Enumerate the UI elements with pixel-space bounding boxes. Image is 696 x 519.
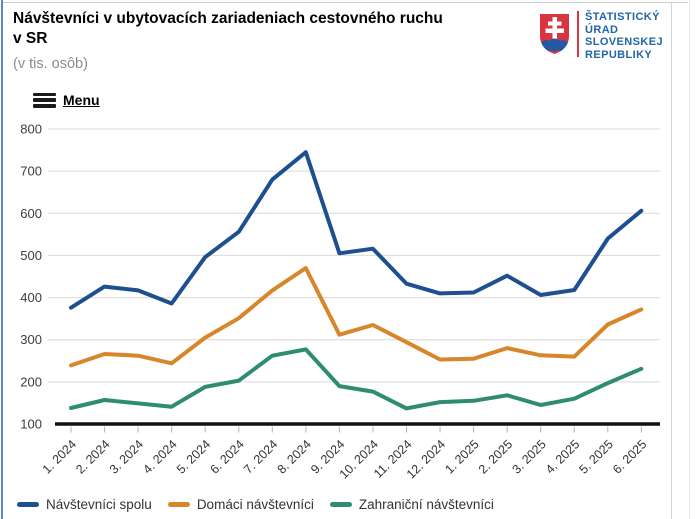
series-line-zahranicni-navstevnici[interactable] bbox=[69, 347, 644, 411]
x-axis-label: 2. 2025 bbox=[476, 437, 515, 476]
statistical-office-logo: ŠTATISTICKÝ ÚRAD SLOVENSKEJ REPUBLIKY bbox=[539, 10, 663, 61]
x-axis-label: 4. 2025 bbox=[543, 437, 582, 476]
legend-dash-icon bbox=[17, 502, 39, 507]
y-axis-label: 700 bbox=[20, 164, 42, 179]
logo-line-4: REPUBLIKY bbox=[585, 48, 653, 61]
menu-label: Menu bbox=[63, 92, 100, 108]
x-axis-label: 4. 2024 bbox=[140, 437, 179, 476]
page-title: Návštevníci v ubytovacích zariadeniach c… bbox=[13, 9, 533, 49]
y-axis-label: 800 bbox=[20, 122, 42, 137]
x-axis-label: 1. 2025 bbox=[442, 437, 481, 476]
menu-button[interactable]: Menu bbox=[33, 92, 100, 108]
logo-org-name: ŠTATISTICKÝ ÚRAD SLOVENSKEJ REPUBLIKY bbox=[585, 10, 663, 61]
x-axis-label: 3. 2025 bbox=[509, 437, 548, 476]
y-axis-label: 600 bbox=[20, 206, 42, 221]
logo-line-3: SLOVENSKEJ bbox=[585, 36, 663, 48]
chart-legend: Návštevníci spolu Domáci návštevníci Zahra… bbox=[17, 497, 494, 512]
logo-line-1: ŠTATISTICKÝ bbox=[585, 11, 660, 23]
series-line-navstevnici-spolu[interactable] bbox=[69, 150, 644, 310]
page-right-border bbox=[689, 0, 690, 519]
y-axis-label: 400 bbox=[20, 290, 42, 305]
hamburger-icon bbox=[33, 92, 56, 108]
x-axis-label: 6. 2025 bbox=[610, 437, 649, 476]
legend-label: Zahraniční návštevníci bbox=[358, 497, 494, 512]
x-axis-label: 5. 2024 bbox=[174, 437, 213, 476]
title-line-2: v SR bbox=[13, 30, 48, 47]
x-axis-label: 6. 2024 bbox=[207, 437, 246, 476]
y-axis-label: 300 bbox=[20, 332, 42, 347]
series-line-domaci-navstevnici[interactable] bbox=[69, 266, 644, 368]
x-axis-label: 5. 2025 bbox=[577, 437, 616, 476]
legend-dash-icon bbox=[329, 502, 352, 507]
y-axis-label: 200 bbox=[20, 374, 42, 389]
legend-item-domaci-navstevnici[interactable]: Domáci návštevníci bbox=[167, 497, 314, 512]
legend-label: Domáci návštevníci bbox=[196, 497, 314, 512]
x-axis-label: 2. 2024 bbox=[73, 437, 112, 476]
legend-dash-icon bbox=[167, 502, 190, 507]
y-axis-label: 500 bbox=[20, 248, 42, 263]
logo-divider bbox=[577, 11, 579, 57]
chart-units-subtitle: (v tis. osôb) bbox=[13, 56, 88, 72]
logo-line-2: ÚRAD bbox=[585, 23, 619, 36]
x-axis-label: 3. 2024 bbox=[107, 437, 146, 476]
y-axis-label: 100 bbox=[20, 417, 42, 432]
slovak-coat-of-arms-icon bbox=[540, 14, 569, 54]
legend-item-navstevnici-spolu[interactable]: Návštevníci spolu bbox=[17, 497, 152, 512]
x-axis-label: 7. 2024 bbox=[241, 437, 280, 476]
top-border-line bbox=[3, 2, 688, 3]
left-edge-line bbox=[1, 0, 3, 519]
legend-item-zahranicni-navstevnici[interactable]: Zahraniční návštevníci bbox=[329, 497, 494, 512]
title-line-1: Návštevníci v ubytovacích zariadeniach c… bbox=[13, 10, 443, 27]
x-axis-label: 8. 2024 bbox=[275, 437, 314, 476]
x-axis-label: 1. 2024 bbox=[40, 437, 79, 476]
legend-label: Návštevníci spolu bbox=[46, 497, 152, 512]
panel-right-border bbox=[671, 3, 672, 519]
